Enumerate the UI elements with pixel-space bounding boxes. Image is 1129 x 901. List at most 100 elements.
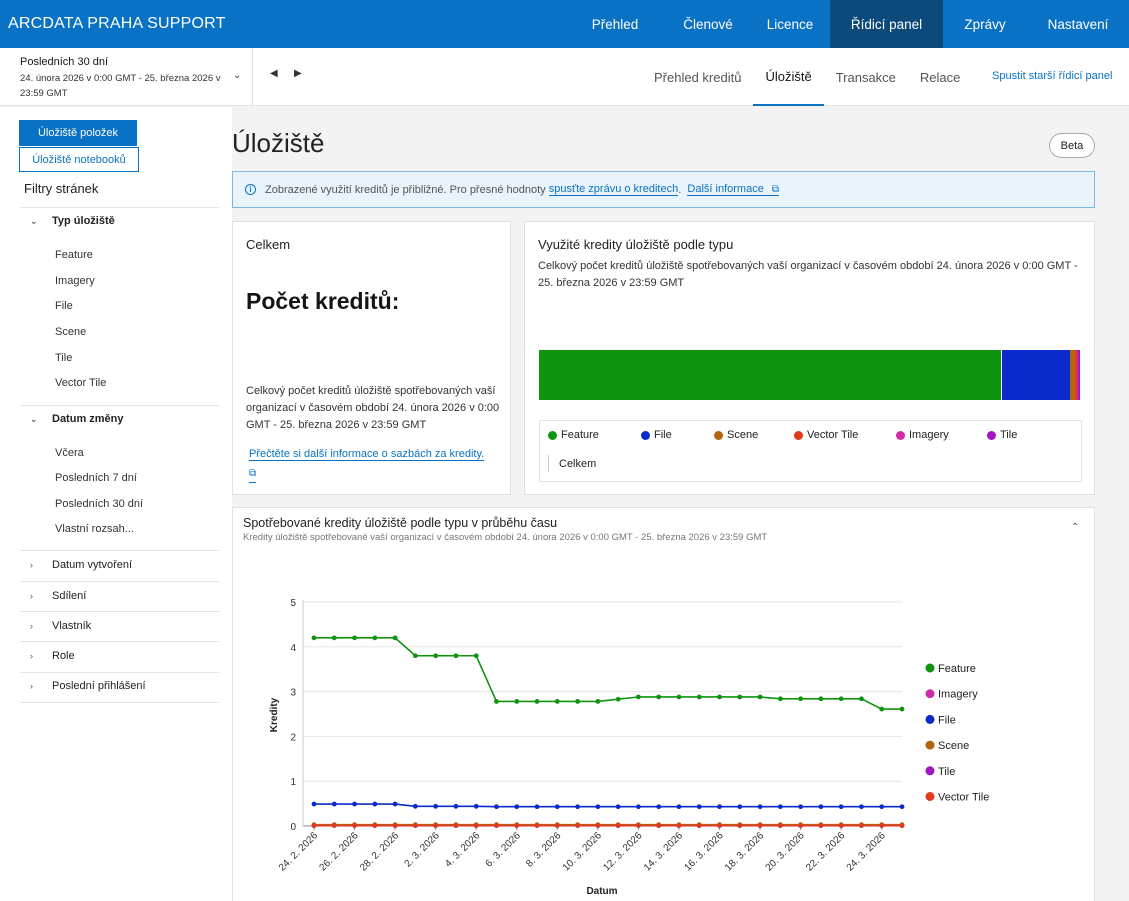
data-point-feature: [838, 696, 844, 702]
filter-group-storage-type[interactable]: ⌄ Typ úložiště: [30, 215, 115, 227]
data-point-feature: [412, 653, 418, 659]
divider: [20, 702, 219, 703]
legend-feature[interactable]: Feature: [548, 429, 599, 441]
nav-overview[interactable]: Přehled: [591, 16, 639, 32]
filter-option-yesterday[interactable]: Včera: [55, 447, 84, 459]
data-point-file: [595, 804, 601, 810]
filter-option-vector-tile[interactable]: Vector Tile: [55, 377, 107, 389]
data-point-feature: [453, 653, 459, 659]
filter-group-owner[interactable]: › Vlastník: [30, 620, 91, 632]
stacked-bar-segment-tile[interactable]: [1078, 350, 1080, 400]
date-range-picker[interactable]: Posledních 30 dní 24. února 2026 v 0:00 …: [0, 48, 253, 106]
legend-label-feature: Feature: [938, 663, 976, 675]
data-point-feature: [818, 696, 824, 702]
filter-group-label: Vlastník: [52, 620, 92, 632]
data-point-feature: [352, 635, 357, 641]
data-point-feature: [899, 706, 905, 712]
divider: [20, 581, 219, 582]
x-tick-label: 24. 3. 2026: [845, 830, 888, 873]
next-period-icon[interactable]: ▶: [294, 68, 302, 79]
data-point-vector-tile: [352, 823, 357, 828]
data-point-vector-tile: [615, 823, 621, 828]
legend-scene[interactable]: Scene: [714, 429, 758, 441]
filter-group-last-login[interactable]: › Poslední přihlášení: [30, 680, 146, 692]
legend-file[interactable]: File: [641, 429, 672, 441]
filter-option-file[interactable]: File: [55, 300, 73, 312]
by-type-legend: Feature File Scene Vector Tile Imagery T…: [539, 420, 1082, 482]
legend-vector-tile[interactable]: Vector Tile: [794, 429, 858, 441]
tab-sessions[interactable]: Relace: [919, 69, 961, 85]
info-notice: i Zobrazené využití kreditů je přibližné…: [232, 171, 1095, 208]
org-name[interactable]: ARCDATA PRAHA SUPPORT: [8, 15, 226, 32]
filter-option-feature[interactable]: Feature: [55, 249, 93, 261]
data-point-file: [575, 804, 580, 810]
filter-option-imagery[interactable]: Imagery: [55, 275, 95, 287]
over-time-title: Spotřebované kredity úložiště podle typu…: [243, 516, 558, 530]
nav-dashboard[interactable]: Řídicí panel: [830, 0, 943, 48]
legend-dot: [548, 430, 557, 440]
stacked-bar-segment-file[interactable]: [1002, 350, 1071, 400]
filter-option-last-30-days[interactable]: Posledních 30 dní: [55, 498, 144, 510]
nav-settings[interactable]: Nastavení: [1047, 16, 1109, 32]
tab-credits-overview[interactable]: Přehled kreditů: [654, 69, 742, 85]
filter-group-modified-date[interactable]: ⌄ Datum změny: [30, 413, 124, 425]
legend-label-file: File: [938, 714, 956, 726]
filter-option-last-7-days[interactable]: Posledních 7 dní: [55, 472, 137, 484]
stacked-bar-segment-feature[interactable]: [539, 350, 1003, 400]
legend-label: Imagery: [909, 429, 949, 441]
learn-more-link[interactable]: Další informace ⧉: [687, 183, 779, 196]
nav-licenses[interactable]: Licence: [766, 16, 814, 32]
legend-dot: [987, 430, 996, 440]
tab-storage[interactable]: Úložiště: [753, 48, 824, 106]
data-point-feature: [392, 635, 398, 641]
filter-option-scene[interactable]: Scene: [55, 326, 87, 338]
nav-reports[interactable]: Zprávy: [964, 16, 1006, 32]
nav-members[interactable]: Členové: [683, 16, 733, 32]
item-storage-button[interactable]: Úložiště položek: [19, 120, 137, 146]
data-point-feature: [372, 635, 378, 641]
total-card-title: Celkem: [246, 237, 291, 252]
data-point-file: [554, 804, 560, 810]
filter-group-sharing[interactable]: › Sdílení: [30, 590, 86, 602]
filter-group-label: Role: [52, 650, 75, 662]
legend-dot-imagery: [925, 689, 935, 699]
notebook-storage-button[interactable]: Úložiště notebooků: [19, 147, 139, 172]
tab-transactions[interactable]: Transakce: [835, 69, 896, 85]
filter-group-created-date[interactable]: › Datum vytvoření: [30, 559, 132, 571]
stacked-bar-segment-imagery[interactable]: [1076, 350, 1079, 400]
notice-text: Zobrazené využití kreditů je přibližné. …: [265, 183, 546, 196]
data-point-vector-tile: [453, 823, 459, 828]
data-point-feature: [311, 635, 317, 641]
legend-label: Scene: [727, 429, 759, 441]
filter-option-tile[interactable]: Tile: [55, 352, 73, 364]
data-point-feature: [676, 694, 682, 700]
data-point-vector-tile: [757, 823, 763, 828]
legend-dot: [896, 430, 905, 440]
credits-report-link[interactable]: spusťte zprávu o kreditech: [548, 183, 679, 196]
credit-rates-link[interactable]: Přečtěte si další informace o sazbách za…: [249, 446, 499, 483]
chevron-up-icon[interactable]: ⌃: [1071, 522, 1080, 533]
y-tick-label: 3: [290, 688, 296, 699]
legacy-dashboard-link[interactable]: Spustit starší řídicí panel: [992, 70, 1113, 82]
stacked-bar-segment-vector-tile[interactable]: [1075, 350, 1077, 400]
legend-dot-vector-tile: [925, 792, 935, 801]
legend-tile[interactable]: Tile: [987, 429, 1017, 441]
filter-option-custom-range[interactable]: Vlastní rozsah...: [55, 523, 134, 535]
data-point-file: [818, 804, 824, 810]
external-link-icon: ⧉: [771, 184, 779, 195]
data-point-file: [615, 804, 621, 810]
info-icon: i: [245, 184, 256, 195]
data-point-feature: [534, 699, 540, 704]
data-point-file: [798, 804, 804, 810]
beta-badge: Beta: [1049, 133, 1095, 158]
x-tick-label: 18. 3. 2026: [723, 830, 766, 873]
stacked-bar-segment-scene[interactable]: [1070, 350, 1076, 400]
legend-imagery[interactable]: Imagery: [896, 429, 949, 441]
legend-dot: [714, 430, 723, 440]
previous-period-icon[interactable]: ◀: [270, 68, 278, 79]
data-point-vector-tile: [818, 823, 824, 828]
data-point-feature: [656, 694, 662, 700]
data-point-vector-tile: [311, 823, 317, 828]
filter-group-role[interactable]: › Role: [30, 650, 75, 662]
data-point-file: [331, 801, 337, 807]
